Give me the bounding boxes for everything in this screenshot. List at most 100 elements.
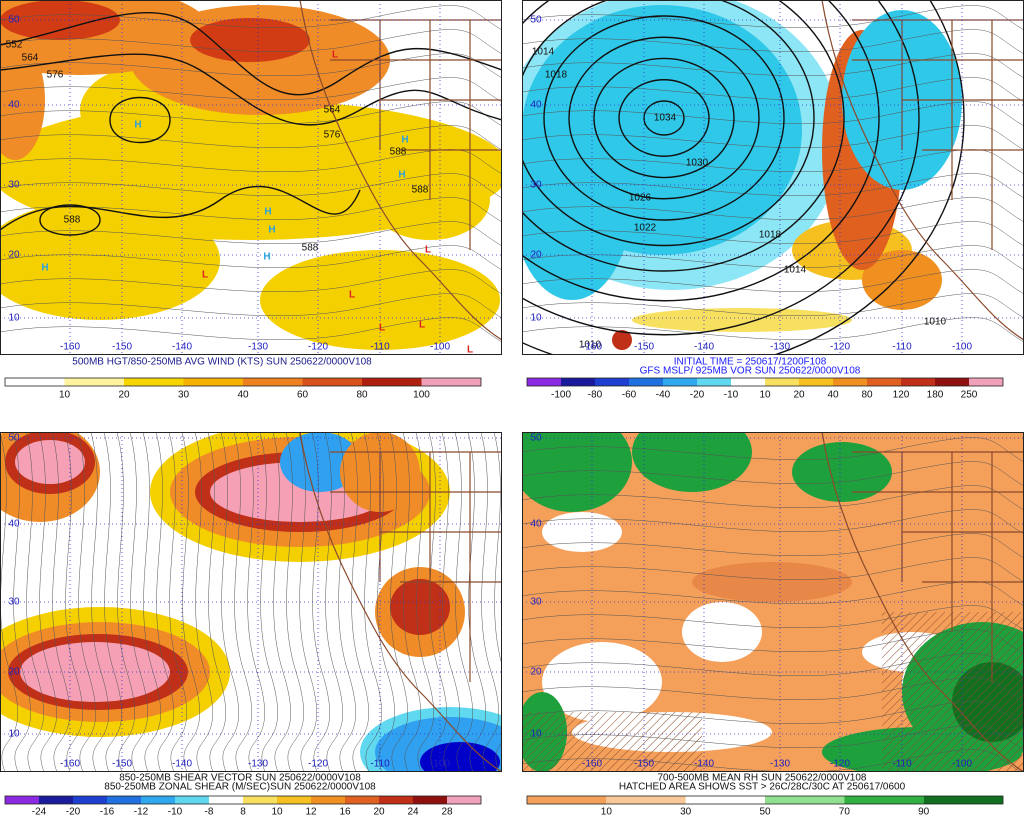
colorbar-label: 30	[178, 390, 190, 401]
colorbar-label: -20	[690, 390, 705, 401]
lon-label: -150	[112, 342, 132, 353]
colorbar-label: -8	[205, 807, 214, 818]
lat-label: 50	[8, 15, 20, 26]
colorbar-segment	[697, 378, 731, 386]
field-shading	[632, 432, 752, 492]
field-shading	[190, 18, 310, 62]
colorbar-label: 10	[601, 807, 613, 818]
contour	[522, 0, 965, 355]
lon-label: -140	[694, 759, 714, 770]
colorbar-segment	[731, 378, 765, 386]
contour-label: 1030	[686, 158, 709, 169]
colorbar-label: 10	[59, 390, 71, 401]
streamline	[220, 432, 239, 772]
colorbar-segment	[243, 796, 277, 804]
colorbar-segment	[561, 378, 595, 386]
streamline	[103, 432, 122, 772]
colorbar-segment	[39, 796, 73, 804]
lon-label: -110	[370, 342, 390, 353]
coastline	[821, 0, 1024, 341]
contour-label: 588	[390, 147, 407, 158]
colorbar-label: 20	[118, 390, 130, 401]
lon-label: -140	[172, 759, 192, 770]
streamline	[389, 432, 408, 772]
colorbar-label: 70	[839, 807, 851, 818]
streamline	[428, 432, 447, 772]
lat-label: 20	[530, 667, 542, 678]
colorbar-segment	[421, 378, 481, 386]
streamline	[522, 701, 1024, 727]
streamline	[363, 432, 382, 772]
colorbar-label: 60	[297, 390, 309, 401]
colorbar-label: 40	[827, 390, 839, 401]
contour-label: 588	[64, 215, 81, 226]
colorbar-label: 250	[961, 390, 978, 401]
streamline	[415, 432, 434, 772]
streamline	[272, 432, 291, 772]
colorbar-label: 12	[305, 807, 317, 818]
contour-label: 1018	[545, 70, 568, 81]
streamline	[155, 432, 174, 772]
field-shading	[522, 100, 632, 300]
contour	[522, 0, 920, 336]
lon-label: -150	[112, 759, 132, 770]
contour	[618, 79, 710, 157]
colorbar-label: 20	[373, 807, 385, 818]
pressure-center: L	[379, 323, 385, 334]
colorbar-segment	[141, 796, 175, 804]
colorbar-label: 120	[893, 390, 910, 401]
lat-label: 20	[8, 667, 20, 678]
contour-label: 1026	[629, 193, 652, 204]
caption: 500MB HGT/850-250MB AVG WIND (KTS) SUN 2…	[72, 357, 372, 368]
contour-label: 1010	[579, 340, 602, 351]
lat-label: 30	[8, 180, 20, 191]
contour-label: 564	[22, 53, 39, 64]
streamline	[77, 432, 96, 772]
streamline	[0, 269, 502, 295]
field-shading	[15, 440, 85, 484]
colorbar-segment	[901, 378, 935, 386]
lon-label: -120	[830, 342, 850, 353]
colorbar-segment	[447, 796, 481, 804]
colorbar-label: 90	[918, 807, 930, 818]
contour-label: 552	[6, 40, 23, 51]
colorbar-segment	[844, 796, 924, 804]
colorbar-segment	[73, 796, 107, 804]
colorbar-segment	[595, 378, 629, 386]
colorbar-label: 50	[759, 807, 771, 818]
contour	[109, 96, 171, 144]
colorbar-label: 180	[927, 390, 944, 401]
map-panel: 1034103010261022101810141014101810101010…	[522, 0, 1024, 401]
field-shading	[390, 579, 450, 635]
colorbar-label: -10	[168, 807, 183, 818]
colorbar-label: 10	[759, 390, 771, 401]
pressure-center: L	[349, 290, 355, 301]
lon-label: -100	[430, 759, 450, 770]
colorbar-frame	[526, 377, 1004, 387]
streamline	[181, 432, 200, 772]
sst-hatch	[522, 712, 702, 772]
lon-label: -140	[694, 342, 714, 353]
colorbar-segment	[209, 796, 243, 804]
contour-label: 1014	[532, 47, 555, 58]
lat-label: 10	[530, 729, 542, 740]
lon-label: -120	[830, 759, 850, 770]
pressure-center: H	[268, 225, 275, 236]
streamline	[522, 317, 1024, 343]
map-panel: 50 40 30 20 10 -160 -150 -140 -130 -120 -110 -100 85…	[0, 432, 502, 818]
lat-label: 30	[8, 597, 20, 608]
streamline	[522, 749, 1022, 772]
colorbar-label: 10	[271, 807, 283, 818]
colorbar-segment	[5, 796, 39, 804]
contour	[568, 36, 760, 200]
pressure-center: H	[263, 252, 270, 263]
streamline	[493, 432, 502, 772]
contour	[0, 185, 361, 231]
lon-label: -150	[634, 342, 654, 353]
streamline	[337, 432, 356, 772]
colorbar-segment	[923, 796, 1003, 804]
streamline	[441, 432, 460, 772]
map-area	[522, 432, 1024, 772]
contour-label: 588	[412, 185, 429, 196]
